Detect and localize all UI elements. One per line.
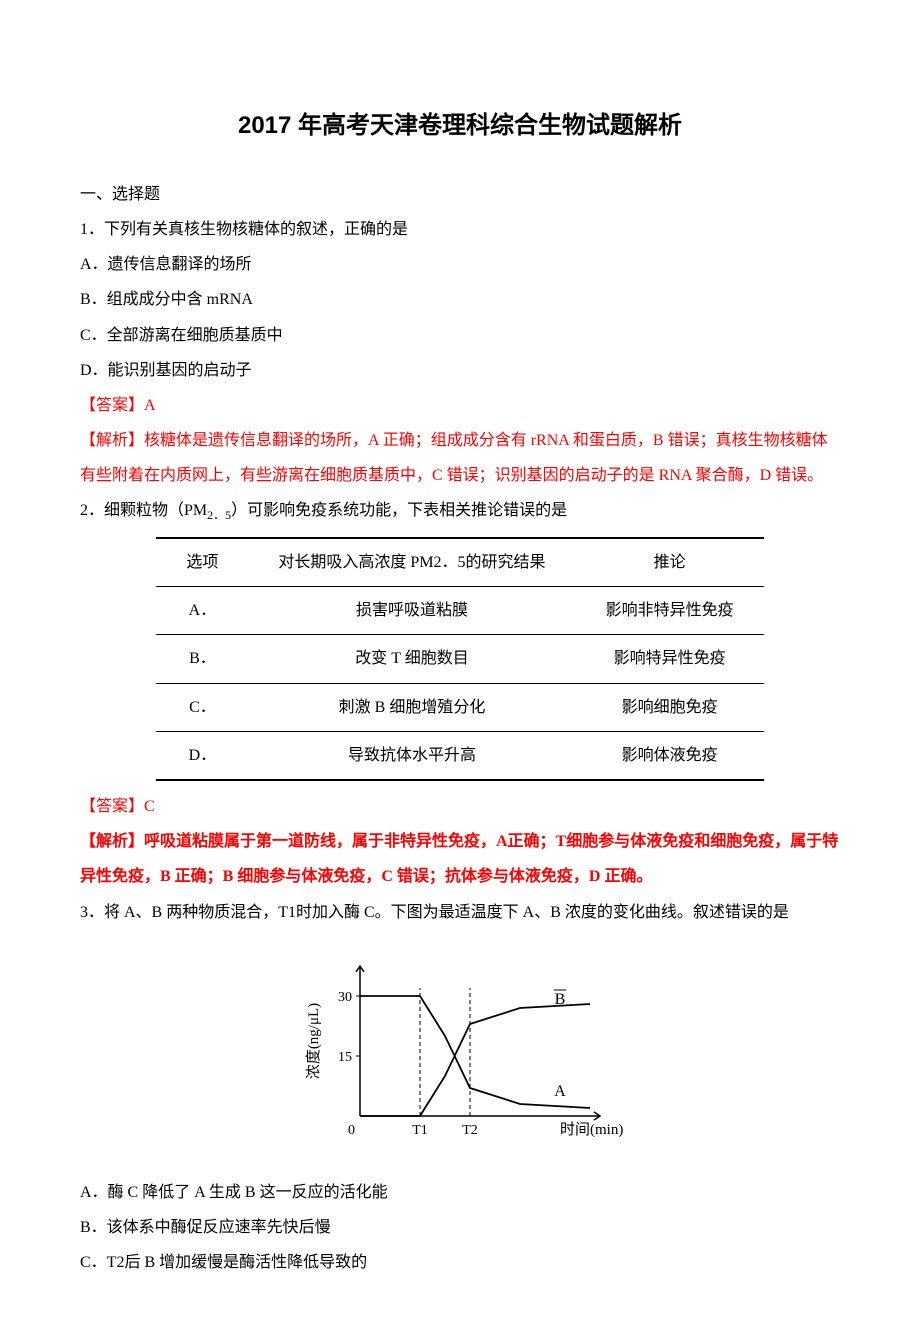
td: 影响特异性免疫 <box>576 635 764 683</box>
q1-exp-body: 核糖体是遗传信息翻译的场所，A 正确；组成成分含有 rRNA 和蛋白质，B 错误… <box>80 432 828 484</box>
svg-text:浓度(ng/μL): 浓度(ng/μL) <box>305 1003 322 1079</box>
svg-text:15: 15 <box>338 1050 352 1065</box>
th-0: 选项 <box>156 538 248 587</box>
td: 影响非特异性免疫 <box>576 587 764 635</box>
q1-optC: C．全部游离在细胞质基质中 <box>80 318 840 353</box>
td: 导致抗体水平升高 <box>248 731 575 780</box>
table-row: B． 改变 T 细胞数目 影响特异性免疫 <box>156 635 763 683</box>
table-header-row: 选项 对长期吸入高浓度 PM2．5的研究结果 推论 <box>156 538 763 587</box>
q3-chart: 15 30 T1 T2 0 B A 浓度(ng/μL) 时间(min) <box>80 946 840 1159</box>
section-heading: 一、选择题 <box>80 177 840 212</box>
q1-optA: A．遗传信息翻译的场所 <box>80 247 840 282</box>
q1-answer: 【答案】A <box>80 388 840 423</box>
td: 损害呼吸道粘膜 <box>248 587 575 635</box>
svg-text:B: B <box>555 991 566 1008</box>
q1-exp-lead: 【解析】 <box>80 432 144 449</box>
table-row: C． 刺激 B 细胞增殖分化 影响细胞免疫 <box>156 683 763 731</box>
svg-text:0: 0 <box>348 1123 355 1138</box>
q2-text-pre: 2．细颗粒物（PM <box>80 502 207 519</box>
td: A． <box>156 587 248 635</box>
q2-explanation: 【解析】呼吸道粘膜属于第一道防线，属于非特异性免疫，A正确；T细胞参与体液免疫和… <box>80 824 840 894</box>
q3-text: 3．将 A、B 两种物质混合，T1时加入酶 C。下图为最适温度下 A、B 浓度的… <box>80 895 840 930</box>
q2-answer: 【答案】C <box>80 789 840 824</box>
q1-explanation: 【解析】核糖体是遗传信息翻译的场所，A 正确；组成成分含有 rRNA 和蛋白质，… <box>80 423 840 493</box>
td: B． <box>156 635 248 683</box>
q2-text-post: ）可影响免疫系统功能，下表相关推论错误的是 <box>231 502 567 519</box>
q2-table: 选项 对长期吸入高浓度 PM2．5的研究结果 推论 A． 损害呼吸道粘膜 影响非… <box>156 537 763 781</box>
q1-optD: D．能识别基因的启动子 <box>80 353 840 388</box>
q1-optB: B．组成成分中含 mRNA <box>80 282 840 317</box>
chart-svg: 15 30 T1 T2 0 B A 浓度(ng/μL) 时间(min) <box>290 946 630 1146</box>
page-title: 2017 年高考天津卷理科综合生物试题解析 <box>80 100 840 153</box>
svg-text:A: A <box>554 1083 566 1100</box>
svg-text:T1: T1 <box>412 1123 428 1138</box>
td: 改变 T 细胞数目 <box>248 635 575 683</box>
q1-text: 1．下列有关真核生物核糖体的叙述，正确的是 <box>80 212 840 247</box>
q3-optB: B．该体系中酶促反应速率先快后慢 <box>80 1210 840 1245</box>
q2-text-sub: 2．5 <box>207 509 231 523</box>
th-1-text: 对长期吸入高浓度 PM2．5的研究结果 <box>278 554 545 571</box>
td: C． <box>156 683 248 731</box>
q2-text: 2．细颗粒物（PM2．5）可影响免疫系统功能，下表相关推论错误的是 <box>80 493 840 529</box>
td: D． <box>156 731 248 780</box>
q3-optC: C．T2后 B 增加缓慢是酶活性降低导致的 <box>80 1245 840 1280</box>
q3-optA: A．酶 C 降低了 A 生成 B 这一反应的活化能 <box>80 1175 840 1210</box>
svg-text:时间(min): 时间(min) <box>560 1121 623 1138</box>
td: 影响体液免疫 <box>576 731 764 780</box>
td: 影响细胞免疫 <box>576 683 764 731</box>
svg-text:30: 30 <box>338 990 352 1005</box>
table-row: D． 导致抗体水平升高 影响体液免疫 <box>156 731 763 780</box>
table-row: A． 损害呼吸道粘膜 影响非特异性免疫 <box>156 587 763 635</box>
svg-text:T2: T2 <box>462 1123 478 1138</box>
th-1: 对长期吸入高浓度 PM2．5的研究结果 <box>248 538 575 587</box>
th-2: 推论 <box>576 538 764 587</box>
td: 刺激 B 细胞增殖分化 <box>248 683 575 731</box>
